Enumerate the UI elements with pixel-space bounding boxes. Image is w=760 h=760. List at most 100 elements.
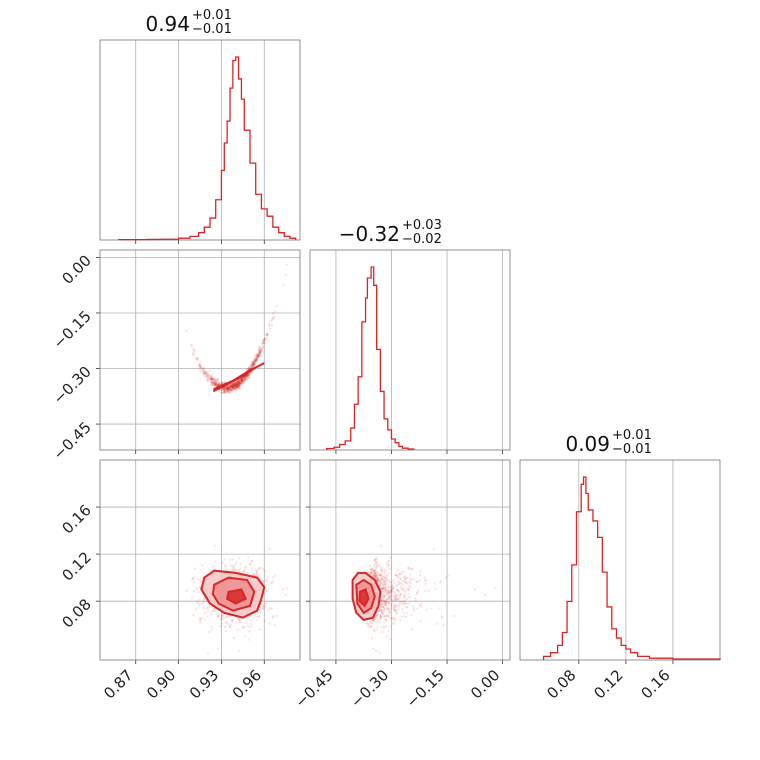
- sample-point: [201, 564, 204, 567]
- sample-point: [389, 625, 393, 629]
- sample-point: [249, 366, 252, 369]
- sample-point: [236, 382, 239, 386]
- sample-point: [220, 382, 223, 385]
- sample-point: [383, 594, 386, 598]
- sample-point: [230, 385, 233, 388]
- sample-point: [251, 362, 255, 365]
- sample-point: [235, 383, 239, 387]
- sample-point: [255, 570, 259, 574]
- sample-point: [391, 579, 395, 582]
- sample-point: [369, 572, 372, 576]
- sample-point: [261, 345, 264, 349]
- x-tick-label: 0.96: [229, 666, 265, 702]
- sample-point: [211, 378, 215, 382]
- sample-point: [387, 563, 390, 566]
- sample-point: [236, 381, 240, 384]
- sample-point: [224, 629, 228, 633]
- sample-point: [251, 364, 254, 368]
- sample-point: [231, 385, 234, 388]
- sample-point: [201, 368, 205, 371]
- sample-point: [411, 567, 414, 571]
- sample-point: [203, 371, 206, 374]
- sample-point: [396, 568, 400, 572]
- sample-point: [238, 384, 242, 387]
- sample-point: [238, 382, 242, 385]
- sample-point: [375, 572, 378, 575]
- sample-point: [229, 387, 233, 391]
- sample-point: [270, 323, 274, 327]
- title-param-2: 0.09 +0.01−0.01: [565, 428, 651, 457]
- sample-point: [231, 384, 234, 388]
- sample-point: [415, 592, 419, 595]
- sample-point: [266, 576, 269, 579]
- sample-point: [385, 562, 388, 565]
- sample-point: [236, 383, 240, 387]
- sample-point: [394, 597, 397, 600]
- sample-point: [229, 383, 232, 387]
- sample-point: [412, 608, 416, 612]
- sample-point: [232, 383, 235, 386]
- sample-point: [398, 593, 402, 596]
- sample-point: [368, 620, 372, 624]
- sample-point: [234, 382, 237, 385]
- sample-point: [418, 579, 421, 583]
- sample-point: [230, 388, 233, 392]
- sample-point: [235, 383, 238, 387]
- sample-point: [447, 574, 450, 577]
- sample-point: [209, 376, 213, 379]
- sample-point: [241, 377, 244, 381]
- sample-point: [275, 304, 279, 308]
- sample-point: [260, 349, 263, 353]
- title-param-1: −0.32 +0.03−0.02: [339, 218, 442, 247]
- sample-point: [383, 580, 386, 584]
- sample-point: [398, 596, 402, 599]
- sample-point: [223, 390, 226, 393]
- sample-point: [196, 358, 200, 361]
- sample-point: [213, 378, 217, 381]
- sample-point: [225, 615, 228, 618]
- sample-point: [372, 573, 376, 577]
- sample-point: [404, 589, 407, 593]
- sample-point: [432, 547, 436, 551]
- sample-point: [376, 581, 380, 584]
- sample-point: [411, 605, 415, 608]
- sample-point: [412, 578, 416, 581]
- sample-point: [383, 576, 387, 579]
- sample-point: [222, 387, 226, 390]
- sample-point: [388, 581, 392, 584]
- sample-point: [210, 377, 214, 380]
- sample-point: [202, 370, 205, 374]
- sample-point: [205, 600, 208, 603]
- sample-point: [375, 570, 379, 574]
- sample-point: [389, 589, 392, 593]
- sample-point: [204, 370, 208, 374]
- sample-point: [223, 616, 226, 619]
- sample-point: [233, 382, 237, 386]
- sample-point: [234, 381, 238, 384]
- sample-point: [237, 386, 240, 390]
- sample-point: [375, 628, 379, 631]
- sample-point: [397, 604, 401, 607]
- sample-point: [213, 380, 217, 384]
- sample-point: [185, 329, 188, 333]
- sample-point: [234, 384, 237, 387]
- sample-point: [223, 390, 226, 393]
- sample-point: [367, 623, 371, 626]
- sample-point: [390, 584, 394, 587]
- sample-point: [484, 593, 487, 597]
- sample-point: [384, 617, 387, 621]
- sample-point: [441, 615, 444, 618]
- sample-point: [249, 619, 253, 622]
- sample-point: [259, 348, 263, 351]
- sample-point: [198, 586, 202, 589]
- sample-point: [271, 317, 275, 320]
- sample-point: [412, 607, 415, 610]
- sample-point: [215, 378, 219, 381]
- sample-point: [369, 571, 373, 574]
- sample-point: [210, 613, 213, 617]
- sample-point: [375, 649, 378, 653]
- sample-point: [199, 366, 203, 369]
- sample-point: [387, 602, 391, 605]
- sample-point: [376, 577, 379, 581]
- sample-point: [229, 385, 232, 388]
